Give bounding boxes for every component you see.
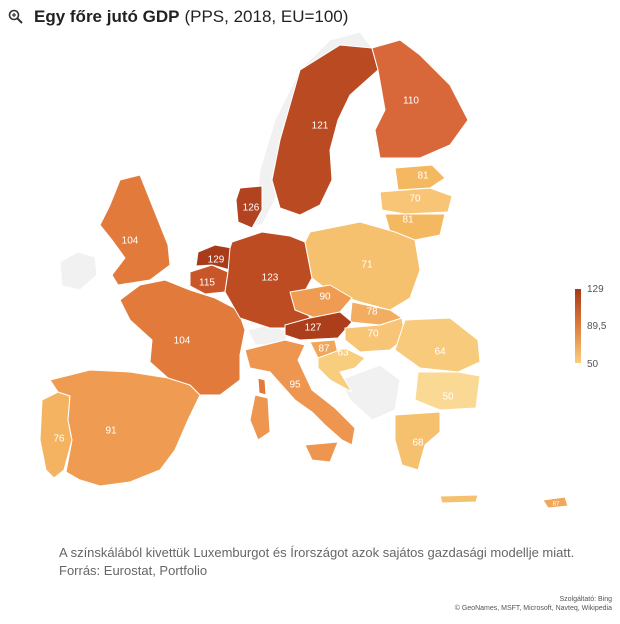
source-text: Forrás: Eurostat, Portfolio [59,563,208,578]
value-label-lithuania: 81 [402,215,414,226]
country-corsica[interactable] [257,377,267,396]
country-finland[interactable] [371,39,469,159]
attribution-credits: © GeoNames, MSFT, Microsoft, Navteq, Wik… [454,605,612,612]
europe-map: 76 91 104 104 115 129 123 126 121 110 81… [39,31,569,509]
value-label-estonia: 81 [417,171,429,182]
value-label-denmark: 126 [243,203,260,214]
country-sardinia[interactable] [249,394,271,441]
value-label-italy: 95 [289,380,301,391]
value-label-greece: 68 [412,438,424,449]
value-label-croatia: 63 [337,348,349,359]
country-latvia[interactable] [379,187,453,215]
value-label-slovenia: 87 [318,344,330,355]
value-labels: 76 91 104 104 115 129 123 126 121 110 81… [53,96,560,508]
value-label-cyprus: 87 [553,502,560,508]
country-cyprus[interactable] [542,496,569,509]
value-label-hungary: 70 [367,329,379,340]
value-label-uk: 104 [122,236,139,247]
value-label-finland: 110 [403,96,419,107]
country-croatia[interactable] [317,347,366,393]
legend-max: 129 [587,284,604,295]
footnote: A színskálából kivettük Luxemburgot és Í… [59,544,574,580]
map-attribution: Szolgáltató: Bing © GeoNames, MSFT, Micr… [455,595,612,613]
value-label-spain: 91 [105,426,117,437]
value-label-czechia: 90 [319,292,331,303]
country-denmark[interactable] [235,185,263,229]
value-label-belgium: 115 [199,278,215,289]
value-label-romania: 64 [434,347,446,358]
value-label-portugal: 76 [53,434,65,445]
map-header: Egy főre jutó GDP (PPS, 2018, EU=100) [8,6,348,28]
legend-min: 50 [587,359,599,370]
value-label-latvia: 70 [409,194,421,205]
country-france[interactable] [119,279,246,396]
value-label-france: 104 [174,336,191,347]
value-label-austria: 127 [305,323,322,334]
value-label-sweden: 121 [312,121,329,132]
map-subtitle: (PPS, 2018, EU=100) [184,7,349,26]
map-title: Egy főre jutó GDP [34,7,180,26]
legend-mid: 89,5 [587,321,607,332]
country-greece[interactable] [394,411,441,471]
value-label-slovakia: 78 [366,307,378,318]
country-crete[interactable] [439,494,479,504]
country-uk[interactable] [99,174,171,286]
legend-gradient [575,289,581,363]
country-romania[interactable] [394,317,481,373]
value-label-netherlands: 129 [208,255,225,266]
attribution-provider: Szolgáltató: Bing [559,596,612,603]
country-estonia[interactable] [394,164,446,191]
value-label-bulgaria: 50 [442,392,454,403]
countries [39,39,569,509]
country-italy[interactable] [244,339,356,446]
country-bulgaria[interactable] [414,371,481,411]
country-spain[interactable] [49,369,201,487]
value-label-poland: 71 [361,260,373,271]
country-sicily[interactable] [304,441,339,463]
value-label-germany: 123 [262,273,279,284]
zoom-icon[interactable] [8,9,24,25]
footnote-text: A színskálából kivettük Luxemburgot és Í… [59,545,575,560]
color-legend: 129 89,5 50 [575,284,620,370]
